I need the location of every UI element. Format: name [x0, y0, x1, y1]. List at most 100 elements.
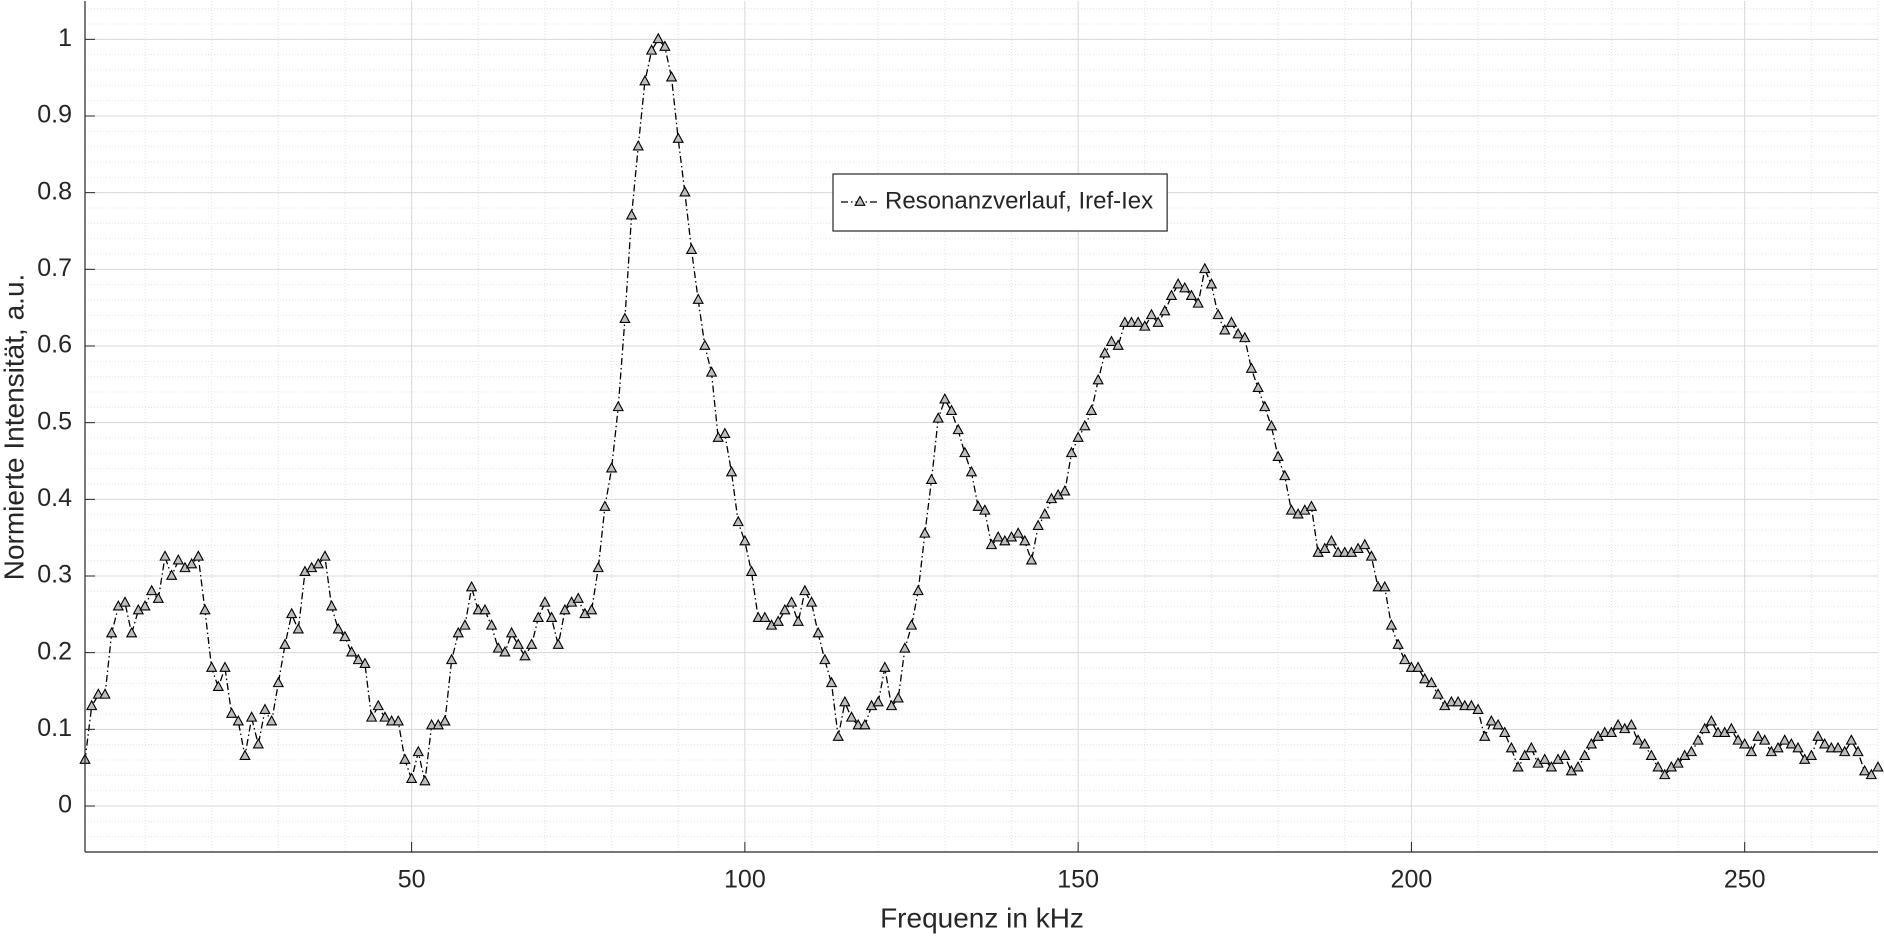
- data-point: [145, 584, 158, 596]
- data-point: [1325, 534, 1338, 546]
- data-point: [1452, 695, 1464, 707]
- data-point: [405, 772, 418, 784]
- data-point: [1132, 316, 1144, 327]
- axes: 50 100 150 200 250 0 0.1 0.2 0.3 0.4 0.5 0.6 0.7 0.8 0…: [37, 1, 1878, 894]
- data-point: [152, 592, 165, 603]
- data-point: [1179, 281, 1191, 293]
- series-line: [84, 38, 1879, 782]
- data-point: [652, 32, 664, 44]
- data-point: [479, 603, 491, 615]
- data-point: [732, 515, 744, 527]
- data-point: [439, 715, 451, 726]
- data-point: [1858, 764, 1871, 776]
- data-point: [212, 680, 225, 692]
- data-point: [1645, 749, 1658, 761]
- data-point: [1405, 661, 1418, 672]
- data-point: [1625, 718, 1638, 730]
- data-point: [1652, 761, 1664, 772]
- data-point: [1672, 757, 1684, 768]
- data-point: [1152, 316, 1164, 327]
- data-point: [105, 626, 118, 638]
- data-point: [632, 140, 644, 151]
- data-point: [1445, 695, 1458, 707]
- data-point: [1465, 699, 1478, 711]
- data-point: [472, 603, 484, 615]
- data-point: [625, 209, 638, 220]
- data-point: [219, 661, 231, 672]
- data-point: [645, 44, 658, 55]
- data-point: [1745, 745, 1758, 757]
- data-point: [379, 711, 391, 722]
- data-point: [752, 611, 764, 623]
- data-point: [1579, 749, 1591, 761]
- data-point: [1419, 672, 1431, 684]
- data-point: [1032, 519, 1044, 531]
- data-point: [1205, 278, 1218, 289]
- data-point: [1239, 331, 1251, 343]
- data-point: [1572, 761, 1584, 772]
- data-point: [1705, 715, 1718, 726]
- data-point: [139, 600, 151, 611]
- data-point: [1499, 726, 1511, 738]
- data-point: [239, 749, 251, 761]
- data-point: [692, 293, 704, 304]
- data-point: [872, 695, 884, 707]
- data-point: [785, 596, 798, 607]
- data-point: [1692, 734, 1704, 745]
- data-point: [592, 561, 604, 573]
- data-point: [1105, 335, 1118, 347]
- data-point: [1125, 316, 1138, 327]
- data-point: [419, 774, 431, 786]
- data-point: [292, 623, 305, 634]
- data-point: [499, 646, 511, 657]
- data-point: [452, 626, 464, 638]
- data-point: [905, 619, 918, 630]
- data-point: [1099, 347, 1111, 358]
- data-point: [445, 653, 458, 665]
- data-point: [539, 596, 551, 607]
- data-point: [1638, 738, 1651, 749]
- data-point: [1252, 381, 1264, 393]
- data-point: [92, 688, 105, 699]
- data-point: [385, 715, 398, 726]
- data-point: [352, 653, 364, 665]
- data-point: [1279, 469, 1291, 481]
- data-point: [259, 703, 271, 715]
- data-point: [1778, 734, 1791, 745]
- data-point: [1485, 715, 1498, 726]
- data-point: [1738, 738, 1751, 749]
- data-point: [1459, 699, 1471, 711]
- data-point: [685, 243, 698, 255]
- data-point: [1185, 289, 1198, 301]
- data-point: [1559, 749, 1571, 761]
- data-point: [252, 738, 265, 749]
- data-point: [759, 611, 771, 623]
- data-point: [272, 676, 285, 688]
- data-point: [1545, 761, 1558, 772]
- data-point: [1732, 734, 1744, 745]
- data-point: [1199, 262, 1211, 274]
- y-tick-label: 0.7: [37, 254, 72, 282]
- y-axis-label: Normierte Intensität, a.u.: [0, 274, 29, 581]
- grid: [85, 1, 1879, 853]
- data-point: [532, 611, 544, 623]
- data-point: [572, 592, 584, 603]
- x-axis-label: Frequenz in kHz: [880, 902, 1084, 933]
- data-point: [1872, 761, 1884, 772]
- data-point: [1232, 327, 1244, 339]
- data-point: [1385, 619, 1398, 630]
- data-point: [912, 584, 924, 596]
- data-point: [985, 538, 998, 550]
- data-point: [525, 638, 538, 649]
- data-point: [972, 500, 984, 511]
- data-point: [165, 569, 178, 580]
- data-point: [679, 186, 691, 197]
- data-point: [1025, 554, 1038, 565]
- data-point: [719, 427, 731, 439]
- data-point: [412, 745, 424, 757]
- data-point: [1832, 741, 1844, 753]
- data-point: [612, 400, 624, 412]
- data-point: [1698, 722, 1711, 734]
- data-point: [605, 462, 618, 473]
- data-point: [99, 688, 111, 699]
